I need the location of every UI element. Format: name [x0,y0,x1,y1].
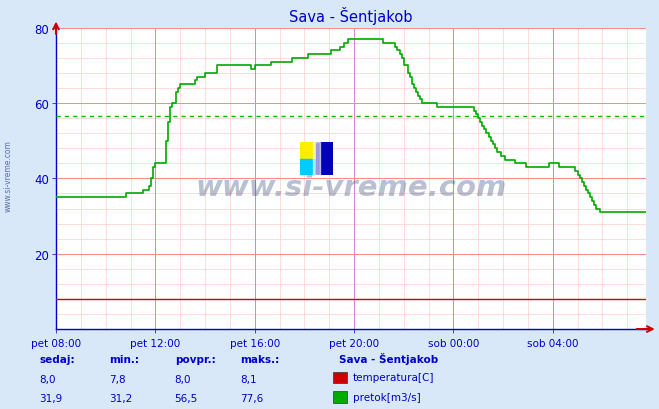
Text: 31,2: 31,2 [109,393,132,403]
Text: sedaj:: sedaj: [40,354,75,364]
Text: Sava - Šentjakob: Sava - Šentjakob [339,352,439,364]
Bar [316,143,333,176]
Text: 77,6: 77,6 [241,393,264,403]
Text: 8,1: 8,1 [241,373,257,384]
Polygon shape [313,143,320,176]
Bar [300,160,316,176]
Text: 8,0: 8,0 [175,373,191,384]
Text: 31,9: 31,9 [40,393,63,403]
Text: 8,0: 8,0 [40,373,56,384]
Bar [300,143,316,160]
Text: pretok[m3/s]: pretok[m3/s] [353,392,420,402]
Text: povpr.:: povpr.: [175,354,215,364]
Title: Sava - Šentjakob: Sava - Šentjakob [289,7,413,25]
Text: 7,8: 7,8 [109,373,125,384]
Text: www.si-vreme.com: www.si-vreme.com [195,174,507,202]
Text: 56,5: 56,5 [175,393,198,403]
Text: www.si-vreme.com: www.si-vreme.com [3,140,13,212]
Text: temperatura[C]: temperatura[C] [353,373,434,382]
Text: maks.:: maks.: [241,354,280,364]
Text: min.:: min.: [109,354,139,364]
